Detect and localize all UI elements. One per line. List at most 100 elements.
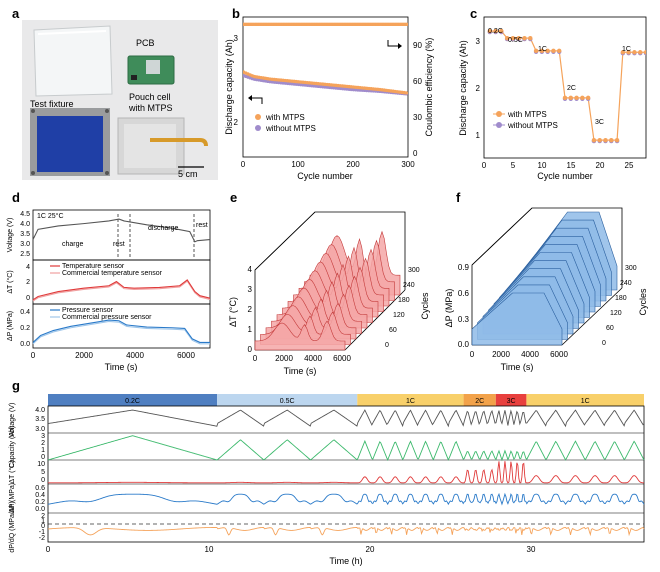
pouch-label-1: Pouch cell bbox=[129, 92, 171, 102]
d-legend-pressure-commercial: Commercial pressure sensor bbox=[62, 314, 152, 321]
g-ylabel-temperature: ΔT (°C) bbox=[8, 460, 16, 483]
g-ylabel-capacity: Capacity (Ah) bbox=[9, 426, 16, 468]
c-xtick: 15 bbox=[567, 161, 576, 170]
panel-label-e: e bbox=[230, 190, 237, 205]
c-point-with bbox=[632, 50, 637, 55]
g-rate-segment bbox=[463, 394, 496, 406]
g-ytick: 1 bbox=[41, 518, 45, 525]
d-v-ytick: 3.5 bbox=[20, 231, 30, 238]
panel-label-d: d bbox=[12, 190, 20, 205]
g-xtick: 10 bbox=[205, 545, 214, 554]
flex-cable bbox=[150, 138, 208, 147]
g-ytick: 0.6 bbox=[35, 485, 45, 492]
f-box-edge bbox=[561, 287, 623, 346]
fixture-label: Test fixture bbox=[30, 99, 74, 109]
chart-b-frame bbox=[242, 16, 409, 158]
c-point-with bbox=[603, 137, 608, 143]
e-xtick: 2000 bbox=[275, 354, 293, 363]
f-ytick: 0.0 bbox=[458, 340, 470, 349]
c-ytick: 2 bbox=[476, 84, 481, 93]
d-p-ytick: 0.0 bbox=[20, 341, 30, 348]
g-ytick: 4.0 bbox=[35, 407, 45, 414]
c-point-with bbox=[638, 50, 643, 55]
g-ytick: 2 bbox=[41, 440, 45, 447]
g-rate-segment bbox=[48, 394, 218, 406]
arrow-head-icon bbox=[398, 43, 402, 49]
b-y2tick: 0 bbox=[413, 149, 418, 158]
d-v-ytick: 2.5 bbox=[20, 251, 30, 258]
e-ylabel: ΔT (°C) bbox=[228, 297, 238, 327]
f-xtick: 6000 bbox=[550, 350, 568, 359]
f-xtick: 4000 bbox=[521, 350, 539, 359]
e-ytick: 4 bbox=[248, 265, 253, 274]
g-ytick: 0.4 bbox=[35, 492, 45, 499]
d-phase-discharge: discharge bbox=[148, 225, 178, 232]
c-point-with bbox=[557, 48, 562, 54]
legend-without-mtps: without MTPS bbox=[507, 121, 558, 130]
g-xtick: 0 bbox=[46, 545, 51, 554]
g-voltage-line bbox=[47, 409, 645, 428]
c-point-with bbox=[609, 137, 614, 143]
c-point-with bbox=[574, 95, 579, 101]
c-point-with bbox=[614, 137, 620, 143]
d-phase-charge: charge bbox=[62, 241, 84, 248]
e-ztick: 0 bbox=[385, 342, 389, 349]
legend-without-mtps: without MTPS bbox=[265, 124, 316, 133]
g-xtick: 30 bbox=[527, 545, 536, 554]
chart-g: 0.2C 0.5C 1C 2C 3C 1C Voltage (V) Capacity (A… bbox=[8, 394, 645, 566]
fixture-screw-icon bbox=[105, 171, 109, 175]
d-temp-line bbox=[32, 279, 211, 301]
e-ytick: 2 bbox=[248, 305, 253, 314]
d-v-ytick: 4.0 bbox=[20, 221, 30, 228]
d-voltage-line bbox=[32, 218, 211, 243]
c-xtick: 25 bbox=[625, 161, 634, 170]
d-xtick: 0 bbox=[31, 351, 36, 360]
b-y2tick: 60 bbox=[413, 77, 422, 86]
e-ytick: 0 bbox=[248, 345, 253, 354]
d-legend-temp: Temperature sensor bbox=[62, 263, 125, 270]
pouch-cell-body bbox=[124, 124, 176, 168]
rate-label-1c-return: 1C bbox=[622, 46, 631, 53]
c-xtick: 10 bbox=[538, 161, 547, 170]
g-ylabel-voltage: Voltage (V) bbox=[9, 403, 16, 438]
g-ytick: 1 bbox=[41, 447, 45, 454]
d-p-ytick: 0.2 bbox=[20, 325, 30, 332]
c-xlabel: Cycle number bbox=[537, 171, 593, 181]
g-rate-label: 2C bbox=[475, 398, 484, 405]
e-ztick: 240 bbox=[403, 282, 415, 289]
g-ytick: 0.0 bbox=[35, 506, 45, 513]
b-xtick: 200 bbox=[346, 160, 360, 169]
c-series-line bbox=[489, 30, 646, 141]
b-xtick: 0 bbox=[241, 160, 246, 169]
b-xlabel: Cycle number bbox=[297, 171, 353, 181]
d-t-ytick: 2 bbox=[26, 279, 30, 286]
g-dpdq-line bbox=[47, 526, 645, 537]
panel-label-a: a bbox=[12, 6, 20, 21]
panel-label-f: f bbox=[456, 190, 461, 205]
g-ytick: 3.0 bbox=[35, 426, 45, 433]
panel-label-c: c bbox=[470, 6, 477, 21]
b-ce-point bbox=[405, 22, 408, 27]
b-y2tick: 90 bbox=[413, 41, 422, 50]
d-legend-pressure: Pressure sensor bbox=[62, 307, 114, 314]
d-t-ylabel: ΔT (°C) bbox=[6, 270, 14, 293]
g-rate-label: 1C bbox=[581, 398, 590, 405]
g-xtick: 20 bbox=[366, 545, 375, 554]
c-ytick: 1 bbox=[476, 131, 481, 140]
g-frame bbox=[47, 405, 645, 543]
c-point-with bbox=[533, 48, 539, 54]
f-xlabel: Time (s) bbox=[501, 362, 534, 372]
e-box-edge bbox=[254, 211, 316, 271]
d-t-ytick: 4 bbox=[26, 264, 30, 271]
pcb-chip bbox=[146, 60, 160, 74]
f-xtick: 2000 bbox=[492, 350, 510, 359]
photo-panel: PCB Test fixture Pouch cell with MTPS 5 … bbox=[22, 20, 218, 180]
chart-c: 3 2 1 0 5 10 15 20 25 Cycle number Disch… bbox=[458, 16, 647, 181]
e-xtick: 0 bbox=[253, 354, 258, 363]
fixture-screw-icon bbox=[31, 109, 35, 113]
c-point-with bbox=[499, 28, 504, 34]
c-point-with bbox=[591, 137, 597, 143]
c-xtick: 5 bbox=[511, 161, 516, 170]
legend-with-mtps: with MTPS bbox=[265, 113, 305, 122]
b-ytick: 2 bbox=[234, 118, 239, 127]
